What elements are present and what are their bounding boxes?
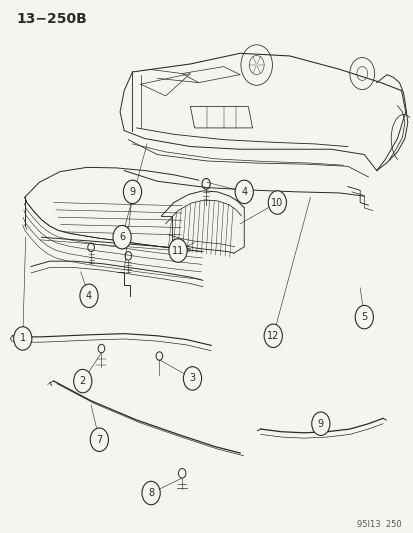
Circle shape <box>263 324 282 348</box>
Text: 10: 10 <box>271 198 283 207</box>
Text: 3: 3 <box>189 374 195 383</box>
Text: 1: 1 <box>20 334 26 343</box>
Text: 9: 9 <box>317 419 323 429</box>
Text: 7: 7 <box>96 435 102 445</box>
Circle shape <box>235 180 253 204</box>
Text: 6: 6 <box>119 232 125 242</box>
Circle shape <box>354 305 373 329</box>
Circle shape <box>90 428 108 451</box>
Circle shape <box>113 225 131 249</box>
Circle shape <box>14 327 32 350</box>
Text: 2: 2 <box>79 376 86 386</box>
Text: 11: 11 <box>171 246 184 255</box>
Text: 95I13  250: 95I13 250 <box>356 520 401 529</box>
Text: 9: 9 <box>129 187 135 197</box>
Text: 5: 5 <box>360 312 367 322</box>
Circle shape <box>74 369 92 393</box>
Text: 12: 12 <box>266 331 279 341</box>
Text: 8: 8 <box>148 488 154 498</box>
Text: 4: 4 <box>86 291 92 301</box>
Circle shape <box>169 239 187 262</box>
Circle shape <box>123 180 141 204</box>
Circle shape <box>183 367 201 390</box>
Text: 4: 4 <box>241 187 247 197</box>
Circle shape <box>142 481 160 505</box>
Text: 13−250B: 13−250B <box>17 12 87 26</box>
Circle shape <box>268 191 286 214</box>
Circle shape <box>80 284 98 308</box>
Circle shape <box>311 412 329 435</box>
